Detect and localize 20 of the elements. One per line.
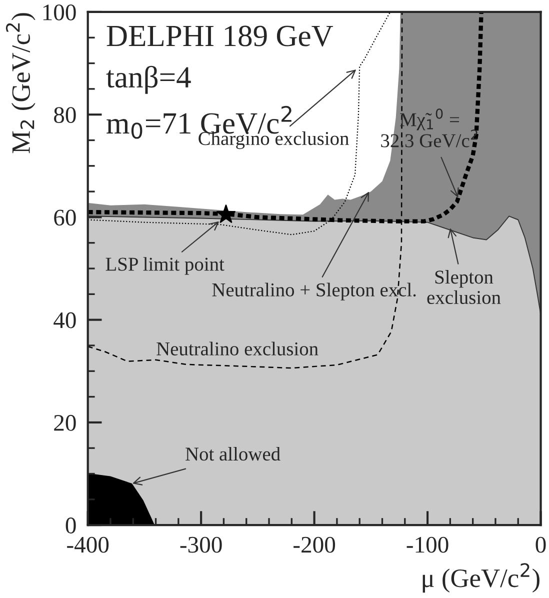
x-tick-label: -400 <box>67 536 109 553</box>
x-axis-title: μ (GeV/c$^{2}$) <box>422 563 540 593</box>
x-tick-label: 0 <box>536 536 546 553</box>
x-tick-label: -200 <box>294 536 336 553</box>
annotation: Neutralino + Slepton excl. <box>212 282 416 300</box>
annotation: Neutralino exclusion <box>156 342 318 356</box>
y-tick-label: 40 <box>54 312 76 328</box>
y-tick-label: 100 <box>43 4 76 20</box>
y-tick-label: 20 <box>54 414 76 431</box>
y-axis-title: M$_{2}$ (GeV/c$^{2}$) <box>6 13 36 154</box>
annotation: tanβ=4 <box>106 66 191 94</box>
y-tick-label: 80 <box>54 107 76 123</box>
y-tick-label: 0 <box>66 518 76 534</box>
annotation: DELPHI 189 GeV <box>106 26 334 46</box>
x-tick-label: -300 <box>180 536 222 553</box>
annotation: Slepton exclusion <box>427 270 501 304</box>
annotation: Not allowed <box>186 446 280 461</box>
x-tick-label: -100 <box>406 536 448 553</box>
annotation: LSP limit point <box>106 257 224 275</box>
y-tick-label: 60 <box>54 210 76 226</box>
